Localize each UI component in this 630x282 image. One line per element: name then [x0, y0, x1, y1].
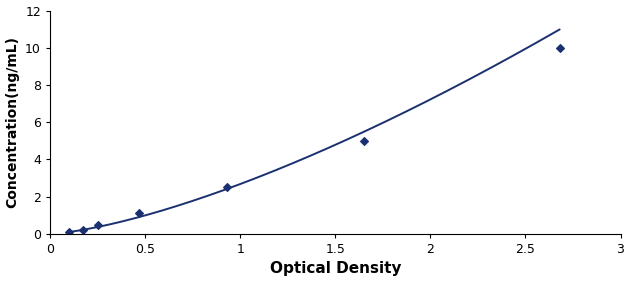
X-axis label: Optical Density: Optical Density	[270, 261, 401, 276]
Y-axis label: Concentration(ng/mL): Concentration(ng/mL)	[6, 36, 20, 208]
